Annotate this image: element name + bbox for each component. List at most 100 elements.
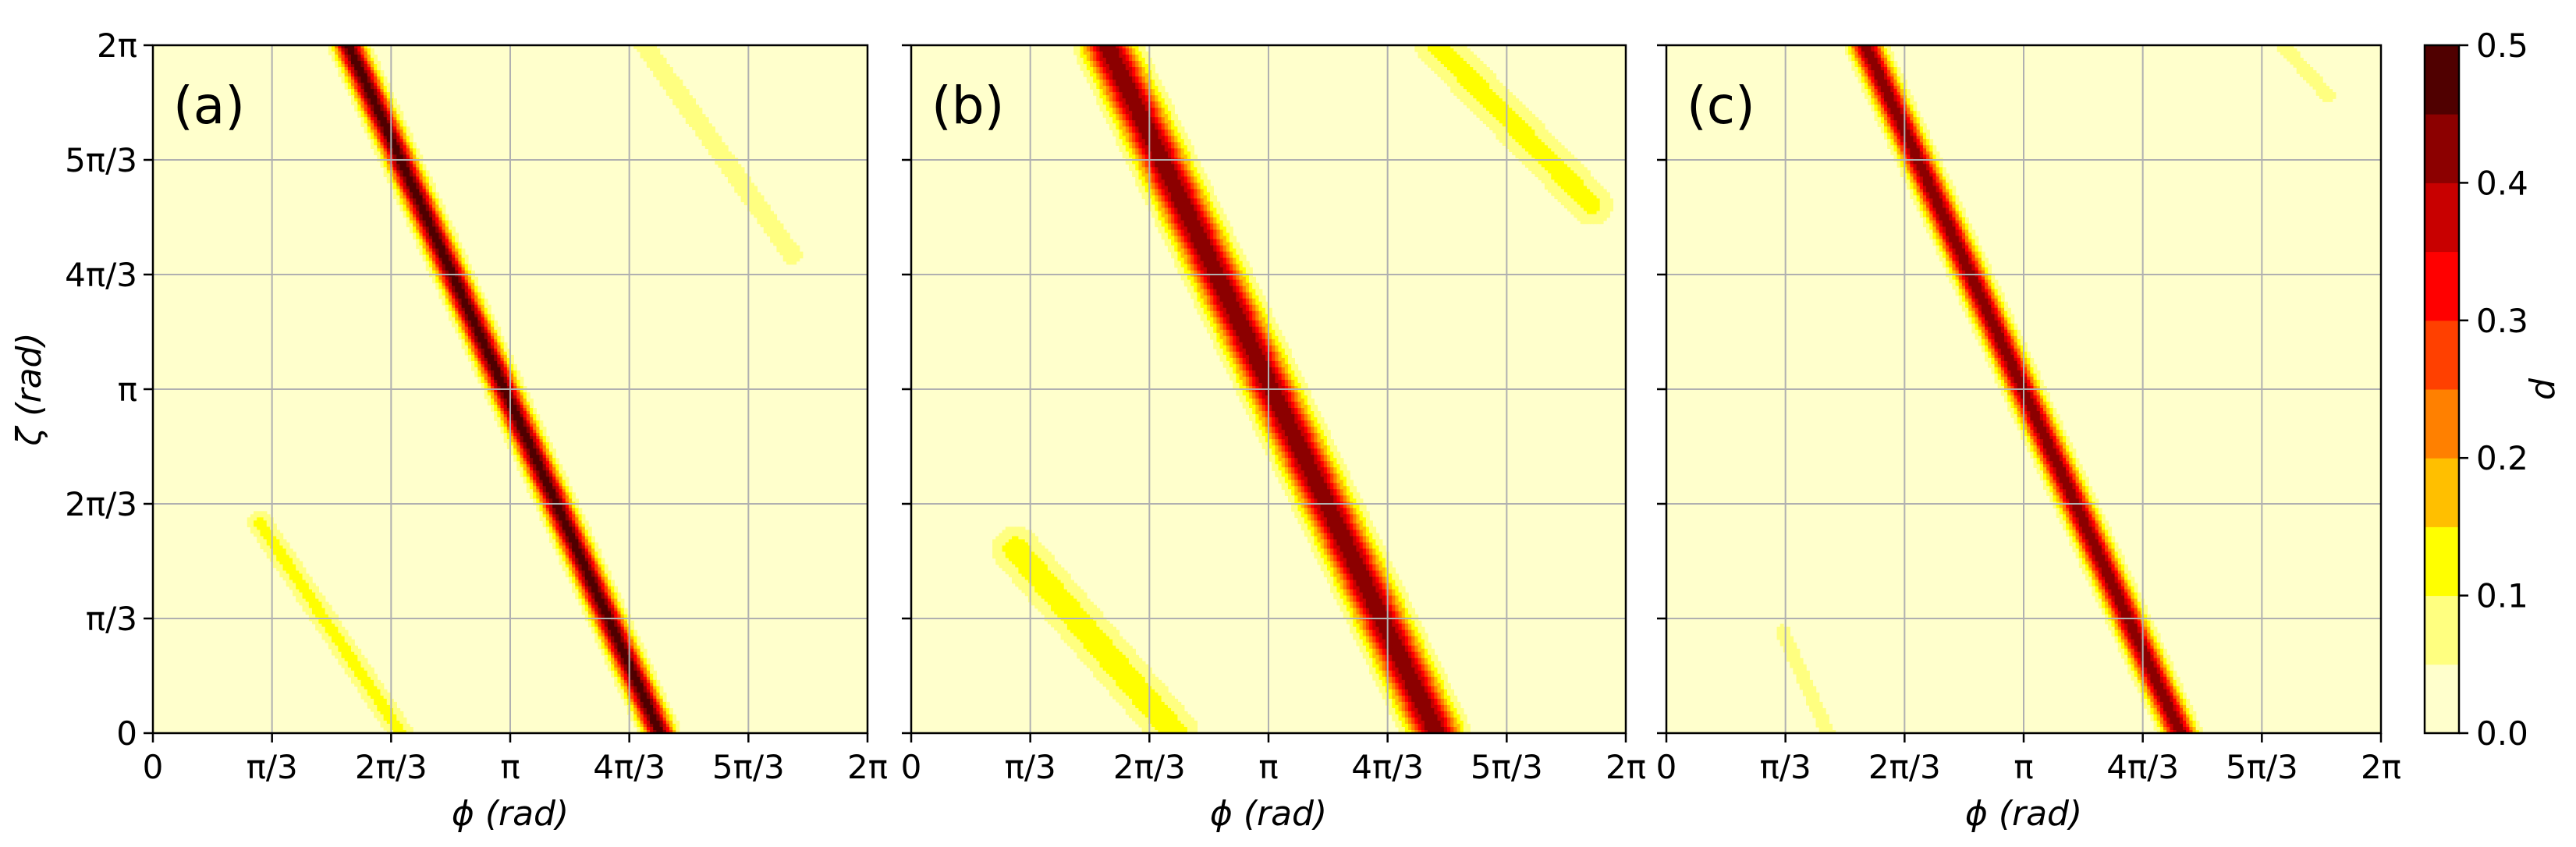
- heatmap-cell: [604, 614, 609, 618]
- heatmap-cell: [1479, 64, 1484, 68]
- heatmap-cell: [1132, 55, 1136, 58]
- heatmap-cell: [1105, 76, 1110, 80]
- heatmap-cell: [503, 357, 508, 362]
- heatmap-cell: [335, 645, 339, 650]
- heatmap-cell: [598, 583, 602, 587]
- heatmap-cell: [1460, 95, 1464, 99]
- heatmap-cell: [676, 723, 680, 728]
- heatmap-cell: [793, 248, 797, 253]
- heatmap-cell: [533, 411, 538, 415]
- heatmap-cell: [1122, 101, 1127, 105]
- heatmap-cell: [754, 186, 758, 190]
- heatmap-cell: [357, 651, 362, 656]
- heatmap-cell: [399, 204, 404, 209]
- heatmap-cell: [559, 473, 563, 477]
- heatmap-cell: [637, 45, 641, 49]
- heatmap-cell: [347, 70, 352, 74]
- heatmap-cell: [523, 473, 527, 477]
- heatmap-cell: [760, 223, 765, 228]
- heatmap-cell: [562, 542, 566, 547]
- heatmap-cell: [1128, 67, 1133, 71]
- heatmap-cell: [1440, 76, 1445, 80]
- heatmap-cell: [374, 679, 378, 684]
- heatmap-cell: [357, 51, 362, 55]
- heatmap-cell: [607, 639, 612, 643]
- heatmap-cell: [1128, 61, 1133, 65]
- heatmap-cell: [312, 586, 316, 590]
- heatmap-cell: [393, 129, 397, 133]
- heatmap-cell: [754, 207, 758, 212]
- heatmap-cell: [1102, 58, 1107, 62]
- heatmap-cell: [1476, 86, 1481, 90]
- heatmap-cell: [523, 436, 527, 440]
- heatmap-cell: [276, 558, 281, 562]
- heatmap-cell: [467, 351, 472, 356]
- heatmap-cell: [425, 198, 430, 203]
- heatmap-cell: [516, 414, 521, 418]
- heatmap-cell: [721, 148, 726, 153]
- heatmap-cell: [711, 133, 716, 136]
- heatmap-cell: [1135, 105, 1140, 108]
- heatmap-cell: [1414, 48, 1419, 52]
- heatmap-cell: [1105, 48, 1110, 52]
- heatmap-cell: [575, 576, 580, 581]
- heatmap-cell: [598, 617, 602, 622]
- heatmap-cell: [500, 360, 505, 365]
- heatmap-cell: [562, 473, 566, 477]
- heatmap-cell: [286, 579, 290, 584]
- heatmap-cell: [1496, 83, 1500, 87]
- heatmap-cell: [747, 207, 751, 212]
- heatmap-cell: [1119, 83, 1123, 87]
- heatmap-cell: [779, 239, 784, 243]
- x-axis-title: ϕ (rad): [452, 794, 569, 834]
- heatmap-cell: [477, 367, 482, 371]
- heatmap-cell: [513, 385, 518, 390]
- heatmap-cell: [399, 161, 404, 165]
- heatmap-cell: [357, 114, 362, 118]
- heatmap-cell: [760, 198, 765, 203]
- heatmap-cell: [263, 548, 268, 553]
- heatmap-cell: [633, 720, 638, 725]
- heatmap-cell: [516, 395, 521, 399]
- heatmap-cell: [422, 232, 427, 237]
- heatmap-cell: [754, 201, 758, 206]
- heatmap-cell: [562, 520, 566, 525]
- heatmap-cell: [1148, 95, 1152, 99]
- heatmap-cell: [653, 686, 658, 690]
- heatmap-cell: [623, 629, 628, 634]
- heatmap-cell: [452, 292, 456, 296]
- heatmap-cell: [367, 133, 371, 136]
- heatmap-cell: [1141, 58, 1146, 62]
- heatmap-cell: [1119, 70, 1123, 74]
- heatmap-cell: [1148, 86, 1152, 90]
- heatmap-cell: [367, 48, 371, 52]
- heatmap-cell: [1073, 51, 1078, 55]
- heatmap-cell: [656, 695, 661, 700]
- heatmap-cell: [587, 573, 592, 578]
- heatmap-cell: [1109, 80, 1113, 83]
- heatmap-cell: [598, 576, 602, 581]
- heatmap-cell: [477, 304, 482, 309]
- heatmap-cell: [533, 467, 538, 471]
- heatmap-cell: [409, 217, 413, 221]
- heatmap-cell: [643, 707, 648, 712]
- heatmap-cell: [396, 148, 401, 153]
- heatmap-cell: [1473, 55, 1478, 58]
- heatmap-cell: [409, 229, 413, 234]
- heatmap-cell: [650, 48, 654, 52]
- heatmap-cell: [403, 142, 407, 146]
- heatmap-cell: [335, 58, 339, 62]
- heatmap-cell: [1499, 83, 1503, 87]
- heatmap-cell: [594, 564, 599, 569]
- heatmap-cell: [650, 707, 654, 712]
- heatmap-cell: [510, 376, 514, 381]
- heatmap-cell: [442, 260, 446, 265]
- heatmap-cell: [328, 626, 332, 631]
- heatmap-cell: [650, 679, 654, 684]
- heatmap-cell: [471, 348, 475, 353]
- heatmap-cell: [552, 545, 556, 550]
- heatmap-cell: [386, 123, 391, 127]
- heatmap-cell: [1141, 64, 1146, 68]
- heatmap-cell: [559, 480, 563, 484]
- heatmap-cell: [526, 392, 530, 396]
